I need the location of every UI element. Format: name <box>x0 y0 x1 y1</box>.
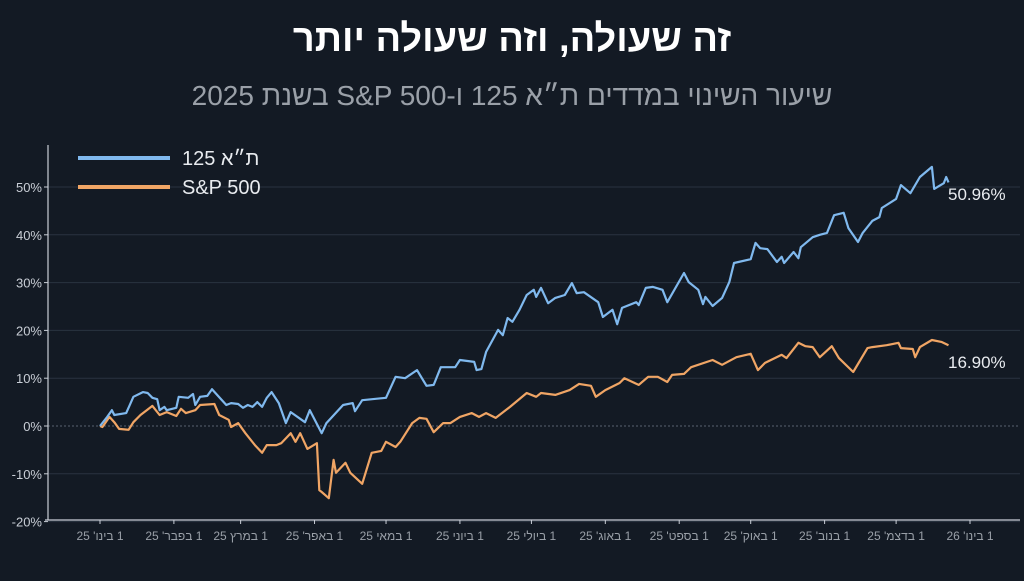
y-tick-label: 0% <box>23 419 42 434</box>
legend-label-0: ת״א 125 <box>182 148 259 170</box>
legend: ת״א 125 S&P 500 <box>78 148 261 199</box>
x-tick-label: 1 באוק' 25 <box>724 529 778 543</box>
x-tick-label: 1 במרץ 25 <box>213 529 268 543</box>
y-tick-label: -20% <box>12 515 43 530</box>
x-tick-label: 1 במאי 25 <box>360 529 413 543</box>
x-tick-label: 1 ביוני 25 <box>436 529 484 543</box>
series-lines <box>99 165 950 500</box>
gridlines <box>48 186 1020 523</box>
y-tick-label: 40% <box>16 228 42 243</box>
legend-label-1: S&P 500 <box>182 177 261 199</box>
x-tick-label: 1 ביולי 25 <box>507 529 557 543</box>
end-labels: 50.96% 16.90% <box>948 185 1006 372</box>
chart-title: זה שעולה, וזה שעולה יותר <box>292 18 732 60</box>
y-tick-label: 50% <box>16 180 42 195</box>
y-tick-label: 20% <box>16 323 42 338</box>
series-line-0 <box>99 165 950 435</box>
x-tick-label: 1 באפר' 25 <box>286 529 344 543</box>
x-tick-label: 1 בינו' 26 <box>946 529 993 543</box>
y-tick-label: 30% <box>16 276 42 291</box>
x-axis: 1 בינו' 25 1 בפבר' 25 1 במרץ 25 1 באפר' 25 1… <box>45 519 1020 543</box>
x-tick-label: 1 באוג' 25 <box>579 529 631 543</box>
chart-subtitle: שיעור השינוי במדדים ת״א 125 ו-S&P 500 בש… <box>191 80 833 111</box>
y-tick-label: 10% <box>16 371 42 386</box>
x-tick-label: 1 בנוב' 25 <box>799 529 850 543</box>
x-tick-label: 1 בספט' 25 <box>650 529 709 543</box>
series-line-1 <box>99 338 949 500</box>
end-value-label-1: 16.90% <box>948 353 1006 372</box>
x-tick-label: 1 בינו' 25 <box>76 529 123 543</box>
end-value-label-0: 50.96% <box>948 185 1006 204</box>
y-axis: -20% -10% 0% 10% 20% 30% 40% 50% <box>12 145 49 530</box>
y-tick-label: -10% <box>12 467 43 482</box>
x-tick-label: 1 בפבר' 25 <box>145 529 202 543</box>
x-tick-label: 1 בדצמ' 25 <box>867 529 925 543</box>
